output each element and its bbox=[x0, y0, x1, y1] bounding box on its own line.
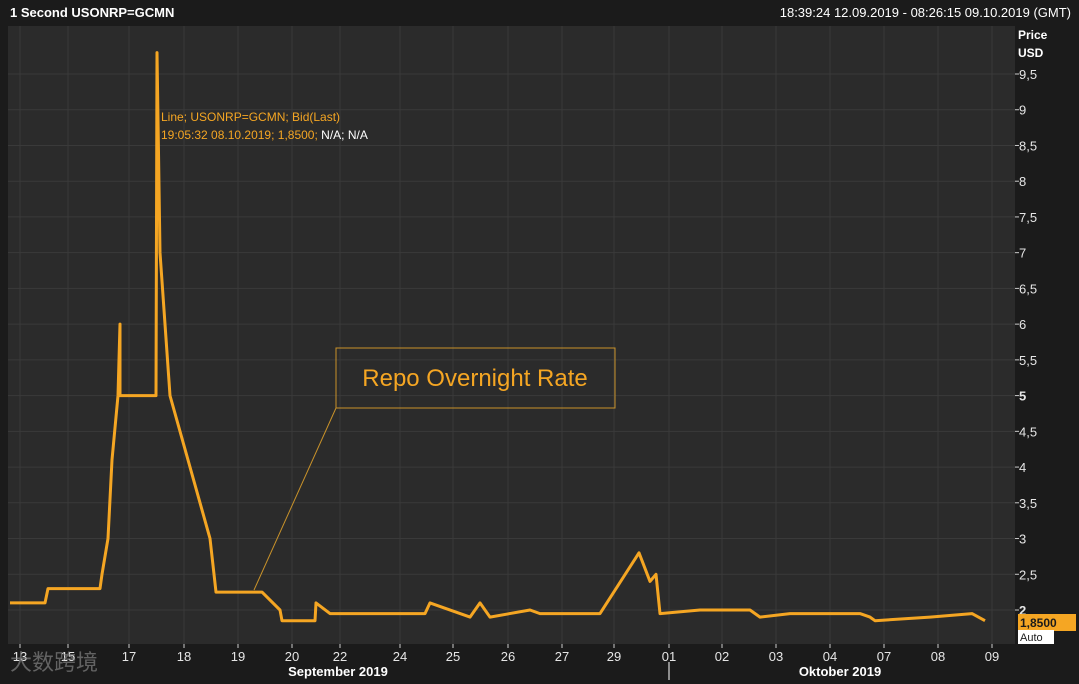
auto-label: Auto bbox=[1020, 632, 1043, 644]
x-tick-label: 25 bbox=[446, 649, 460, 664]
tooltip-line2-colored: 19:05:32 08.10.2019; 1,8500; bbox=[161, 128, 318, 142]
y-axis: 2 2,5 3 3,5 4 4,5 5 5,5 6 6,5 7 7,5 8 8,5 9 9,5 bbox=[1015, 67, 1037, 618]
y-tick-label: 6 bbox=[1019, 317, 1026, 332]
x-tick-label: 20 bbox=[285, 649, 299, 664]
y-tick-label: 4,5 bbox=[1019, 424, 1037, 439]
time-range: 18:39:24 12.09.2019 - 08:26:15 09.10.201… bbox=[779, 5, 1071, 20]
y-tick-label: 8 bbox=[1019, 174, 1026, 189]
y-tick-label: 7,5 bbox=[1019, 210, 1037, 225]
x-tick-label: 26 bbox=[501, 649, 515, 664]
x-tick-label: 13 bbox=[13, 649, 27, 664]
x-tick-label: 27 bbox=[555, 649, 569, 664]
y-tick-label: 6,5 bbox=[1019, 281, 1037, 296]
annotation-text: Repo Overnight Rate bbox=[362, 365, 587, 392]
x-tick-label: 22 bbox=[333, 649, 347, 664]
y-tick-label: 5,5 bbox=[1019, 353, 1037, 368]
auto-button[interactable] bbox=[1018, 630, 1054, 644]
grid bbox=[8, 26, 1015, 644]
tooltip-line2: 19:05:32 08.10.2019; 1,8500; N/A; N/A bbox=[161, 128, 368, 142]
x-tick-label: 24 bbox=[393, 649, 407, 664]
x-month-label-october: Oktober 2019 bbox=[799, 664, 881, 679]
x-tick-label: 02 bbox=[715, 649, 729, 664]
x-tick-label: 08 bbox=[931, 649, 945, 664]
x-tick-label: 03 bbox=[769, 649, 783, 664]
x-tick-label: 09 bbox=[985, 649, 999, 664]
y-unit-currency: USD bbox=[1018, 46, 1044, 60]
tooltip-line2-white: N/A; N/A bbox=[318, 128, 368, 142]
y-tick-label: 2 bbox=[1019, 603, 1026, 618]
tooltip-line1: Line; USONRP=GCMN; Bid(Last) bbox=[161, 110, 340, 124]
x-tick-label: 04 bbox=[823, 649, 837, 664]
last-price-badge bbox=[1018, 614, 1076, 631]
y-tick-label: 9 bbox=[1019, 103, 1026, 118]
x-tick-label: 07 bbox=[877, 649, 891, 664]
y-tick-label: 2,5 bbox=[1019, 567, 1037, 582]
y-tick-label: 3,5 bbox=[1019, 496, 1037, 511]
y-unit-price: Price bbox=[1018, 28, 1048, 42]
y-tick-label: 4 bbox=[1019, 460, 1026, 475]
x-axis: 13 15 17 18 19 20 22 24 25 26 27 29 01 02 03 04 07 08 09 bbox=[13, 644, 999, 664]
watermark: 大数跨境 bbox=[10, 650, 98, 675]
y-tick-label: 7 bbox=[1019, 246, 1026, 261]
plot-area bbox=[8, 26, 1015, 644]
chart-header: 1 Second USONRP=GCMN 18:39:24 12.09.2019… bbox=[0, 0, 1079, 24]
chart-title: 1 Second USONRP=GCMN bbox=[10, 5, 175, 20]
x-tick-label: 15 bbox=[61, 649, 75, 664]
y-tick-label: 3 bbox=[1019, 532, 1026, 547]
y-tick-label: 8,5 bbox=[1019, 138, 1037, 153]
y-tick-label: 9,5 bbox=[1019, 67, 1037, 82]
x-tick-label: 01 bbox=[662, 649, 676, 664]
annotation-leader bbox=[253, 407, 337, 591]
last-price-label: 1,8500 bbox=[1020, 616, 1057, 630]
x-tick-label: 19 bbox=[231, 649, 245, 664]
x-month-label-september: September 2019 bbox=[288, 664, 388, 679]
annotation-box bbox=[335, 347, 616, 409]
x-tick-label: 18 bbox=[177, 649, 191, 664]
x-tick-label: 29 bbox=[607, 649, 621, 664]
x-tick-label: 17 bbox=[122, 649, 136, 664]
series-line-usonrp bbox=[10, 51, 986, 623]
y-tick-label: 5 bbox=[1019, 389, 1026, 404]
